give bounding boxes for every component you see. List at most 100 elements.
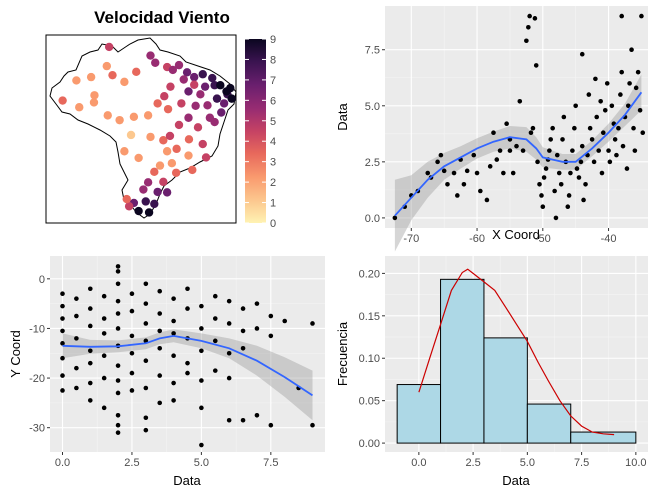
data-point [87,323,93,329]
histogram-bar [483,337,528,444]
map-station-point [190,80,199,89]
data-point [461,181,467,187]
data-point [392,215,398,221]
data-point [143,281,149,287]
data-point [115,412,121,418]
map-station-point [184,135,194,144]
data-point [115,269,121,274]
data-point [60,303,65,309]
data-point [607,159,613,165]
data-point [504,121,509,127]
data-point [616,125,621,131]
data-point [226,417,232,423]
data-point [74,313,79,319]
data-point [560,137,565,142]
data-point [115,298,121,304]
x-tick-label: 5.0 [194,457,209,469]
histogram-bar [570,431,637,444]
map-station-point [184,151,193,160]
y-tick-label: 7.5 [365,45,380,57]
data-point [619,69,624,75]
data-point [612,137,618,142]
data-point [572,125,577,131]
data-point [594,114,600,120]
map-station-point [162,188,172,197]
data-point [87,306,93,311]
map-station-point [72,76,81,85]
data-point [60,316,65,321]
data-point [526,25,531,30]
map-station-point [171,168,181,177]
data-point [254,412,260,418]
data-point [268,313,274,319]
data-point [527,13,532,19]
data-point [530,125,536,131]
y-tick-label: -20 [29,373,45,385]
data-point [129,370,135,376]
data-point [129,350,135,356]
map-station-point [146,51,155,60]
data-point [624,166,630,171]
colorbar-tick-label: 7 [270,75,276,87]
histogram-bar [440,278,485,444]
data-point [240,306,246,311]
map-station-point [205,113,215,122]
data-point [310,422,315,428]
map-station-point [201,153,211,162]
data-point [627,81,632,86]
data-point [586,92,592,97]
data-point [632,148,638,153]
data-point [491,130,496,135]
map-station-point [120,147,129,156]
data-point [602,107,608,113]
data-point [157,373,163,378]
data-point [604,81,610,86]
data-point [74,296,79,301]
data-point [537,181,542,187]
data-point [556,170,562,176]
colorbar-tick-label: 8 [270,54,276,66]
data-point [157,288,163,294]
map-station-point [103,111,112,120]
map-panel: Velocidad Viento 0 1 2 3 4 5 6 7 8 9 [45,8,276,230]
map-station-point [150,199,159,209]
data-point [640,130,646,135]
data-point [539,193,544,198]
data-point [143,415,149,421]
data-point [438,152,444,158]
data-point [501,170,506,176]
map-station-point [159,177,168,187]
data-point [115,378,121,383]
data-point [143,427,149,433]
data-point [587,125,593,131]
data-point [212,293,218,299]
data-point [185,286,190,292]
y-tick-label: 5.0 [365,101,380,113]
map-station-point [124,202,134,211]
x-tick-label: 10.0 [625,457,646,469]
data-point [115,264,121,269]
map-station-point [155,161,165,170]
data-point [171,296,176,301]
map-station-point [163,104,173,114]
data-point [157,328,163,334]
data-point [157,400,163,406]
data-point [199,405,204,411]
data-point [599,170,605,176]
data-point [268,422,274,428]
map-station-point [146,132,155,142]
data-point [310,321,315,326]
x-tick-label: 7.5 [574,457,589,469]
data-point [171,318,176,324]
map-station-point [144,208,154,217]
map-station-point [166,82,175,91]
data-point [115,326,121,331]
data-point [471,152,477,158]
data-point [282,318,288,324]
axis-ticks: 0.0 2.5 5.0 7.5 10.0 0.00 0.05 0.10 0.15 0.20 [359,268,647,469]
data-point [631,125,636,131]
data-point [212,338,218,344]
map-station-point [212,94,222,103]
data-point [528,130,534,135]
data-point [101,375,107,381]
